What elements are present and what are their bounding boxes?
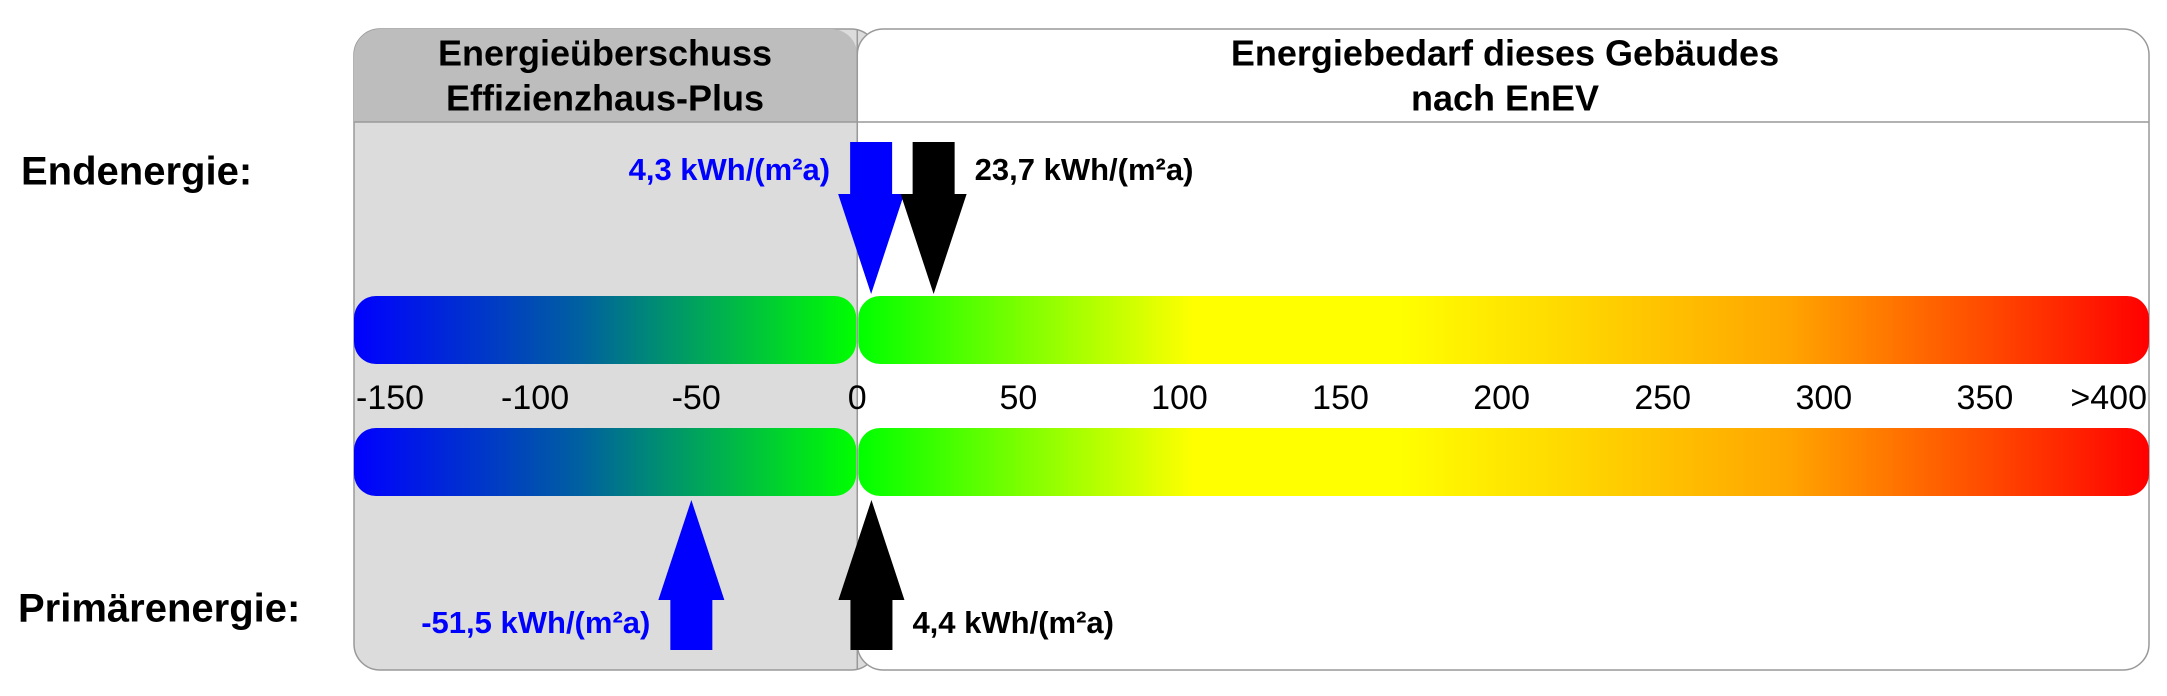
tick-label: -150	[356, 379, 424, 417]
marker-arrow	[658, 500, 725, 650]
scale-band-positive	[858, 428, 2149, 496]
tick-label: 350	[1957, 379, 2014, 417]
surplus-title: Effizienzhaus-Plus	[446, 78, 764, 119]
scale-band-negative	[354, 296, 857, 364]
demand-title: Energiebedarf dieses Gebäudes	[1231, 33, 1779, 74]
tick-label: -50	[672, 379, 721, 417]
marker-label: 4,4 kWh/(m²a)	[912, 605, 1114, 640]
tick-label: -100	[501, 379, 569, 417]
tick-label: 250	[1634, 379, 1691, 417]
surplus-header	[354, 29, 858, 122]
scale-band-positive	[858, 296, 2149, 364]
surplus-title: Energieüberschuss	[438, 33, 772, 74]
row-label: Endenergie:	[21, 150, 252, 194]
marker-label: 23,7 kWh/(m²a)	[975, 152, 1194, 187]
marker-arrow	[838, 142, 905, 294]
marker-label: -51,5 kWh/(m²a)	[421, 605, 650, 640]
scale-band-negative	[354, 428, 857, 496]
tick-label: 50	[999, 379, 1037, 417]
tick-label: 200	[1473, 379, 1530, 417]
tick-label: 100	[1151, 379, 1208, 417]
row-label: Primärenergie:	[18, 587, 300, 631]
marker-arrow	[900, 142, 967, 294]
demand-title: nach EnEV	[1411, 78, 1599, 119]
tick-label: >400	[2070, 379, 2147, 417]
tick-label: 150	[1312, 379, 1369, 417]
marker-arrow	[838, 500, 905, 650]
tick-label: 0	[848, 379, 867, 417]
tick-label: 300	[1795, 379, 1852, 417]
marker-label: 4,3 kWh/(m²a)	[629, 152, 831, 187]
